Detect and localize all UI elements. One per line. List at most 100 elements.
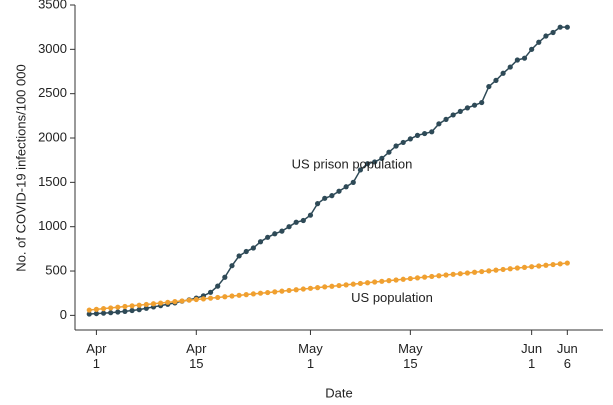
data-point: [557, 261, 563, 267]
x-tick-label: Apr 1: [86, 341, 107, 371]
data-point: [158, 300, 164, 306]
x-tick-label-line: 1: [93, 356, 100, 371]
data-point: [193, 296, 199, 303]
data-point: [93, 310, 100, 317]
data-point: [293, 287, 299, 293]
data-point: [414, 132, 421, 138]
x-tick-label: May 15: [398, 341, 423, 371]
data-point: [564, 24, 570, 30]
data-point: [300, 286, 306, 292]
data-point: [329, 193, 335, 199]
data-point: [479, 99, 485, 106]
data-point: [115, 304, 121, 310]
data-point: [393, 143, 399, 149]
data-point: [379, 278, 385, 284]
data-point: [407, 136, 413, 142]
data-point: [436, 121, 442, 127]
y-axis-label: No. of COVID-19 infections/100 000: [13, 64, 28, 271]
data-point: [122, 308, 128, 314]
data-point: [307, 285, 314, 291]
y-tick-label: 1000: [38, 218, 67, 233]
data-point: [457, 108, 463, 115]
data-point: [543, 262, 549, 268]
y-tick-label: 2500: [38, 85, 67, 100]
data-point: [393, 277, 399, 283]
data-point: [450, 112, 456, 118]
data-point: [143, 301, 149, 308]
data-point: [86, 311, 92, 317]
data-point: [450, 271, 456, 277]
data-point: [557, 24, 563, 30]
data-point: [493, 77, 499, 83]
data-point: [300, 217, 306, 224]
data-point: [400, 276, 406, 282]
data-point: [364, 280, 371, 286]
data-point: [536, 263, 542, 269]
data-point: [150, 301, 157, 307]
data-point: [265, 289, 271, 296]
data-point: [429, 129, 435, 135]
data-point: [400, 139, 406, 146]
x-tick-label: May 1: [298, 341, 323, 371]
data-point: [222, 294, 228, 300]
data-point: [172, 299, 178, 305]
data-point: [115, 309, 121, 315]
y-tick-label: 0: [60, 307, 67, 322]
x-tick-label-line: 15: [403, 356, 417, 371]
data-point: [179, 298, 185, 304]
y-tick-label: 3000: [38, 41, 67, 56]
data-point: [286, 224, 292, 230]
data-point: [100, 306, 107, 312]
data-point: [507, 64, 513, 70]
x-tick-label-line: Apr: [186, 341, 207, 356]
data-point: [350, 179, 356, 185]
data-point: [222, 274, 228, 280]
data-point: [265, 234, 271, 240]
y-tick-label: 2000: [38, 129, 67, 144]
data-point: [357, 167, 364, 173]
data-point: [229, 293, 235, 299]
data-point: [550, 29, 556, 36]
data-point: [322, 284, 328, 290]
x-tick-label-line: 1: [528, 356, 535, 371]
data-point: [215, 283, 221, 289]
data-point: [379, 155, 385, 162]
data-point: [386, 149, 392, 155]
data-point: [479, 268, 485, 275]
x-tick-label-line: 6: [564, 356, 571, 371]
x-tick-label-line: May: [398, 341, 423, 356]
data-point: [165, 299, 171, 305]
data-point: [429, 273, 435, 280]
data-point: [386, 278, 392, 284]
data-point: [200, 296, 207, 302]
data-point: [464, 105, 471, 111]
series-label: US population: [351, 290, 433, 305]
data-point: [343, 282, 349, 288]
data-point: [272, 231, 278, 237]
data-point: [407, 275, 413, 282]
data-point: [422, 274, 428, 280]
data-point: [129, 303, 135, 309]
data-point: [443, 272, 449, 278]
data-point: [436, 273, 442, 279]
data-point: [215, 294, 221, 301]
data-point: [336, 188, 342, 194]
data-point: [322, 195, 328, 201]
data-point: [357, 280, 364, 287]
data-point: [236, 253, 242, 259]
data-point: [364, 161, 371, 167]
data-point: [443, 116, 449, 122]
data-point: [529, 264, 535, 270]
x-tick-label: Apr 15: [186, 341, 207, 371]
data-point: [372, 279, 378, 285]
data-point: [543, 33, 549, 39]
data-point: [86, 307, 92, 313]
data-point: [493, 267, 499, 273]
data-point: [350, 281, 356, 287]
data-point: [514, 57, 520, 63]
data-point: [314, 285, 321, 291]
data-point: [257, 290, 264, 296]
x-tick-label: Jun 1: [521, 341, 542, 371]
data-point: [514, 265, 520, 271]
